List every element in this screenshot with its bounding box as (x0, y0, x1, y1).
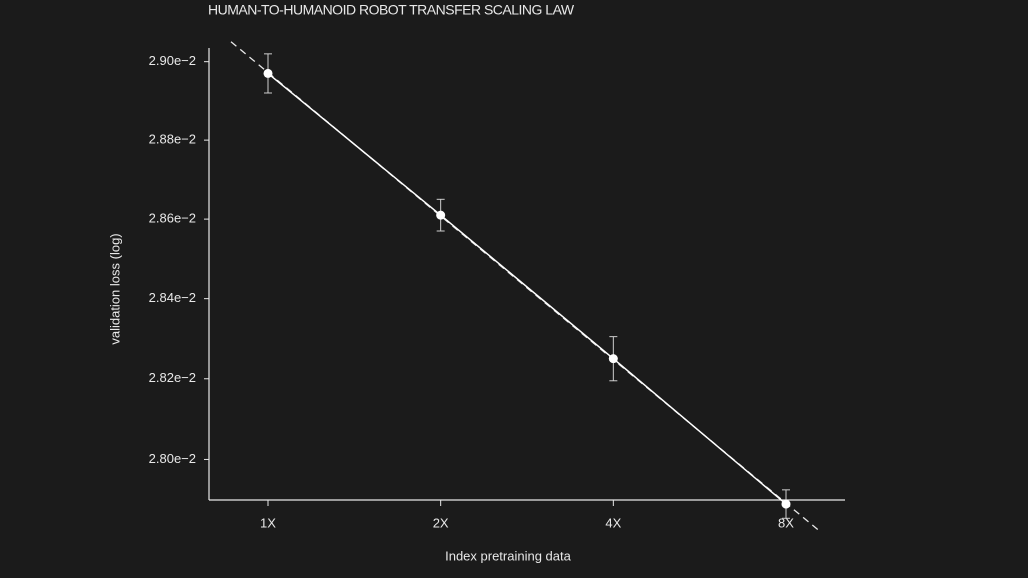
x-tick-label: 8X (778, 515, 794, 530)
chart-title: HUMAN-TO-HUMANOID ROBOT TRANSFER SCALING… (208, 2, 575, 18)
x-tick-label: 1X (260, 515, 276, 530)
y-tick-label: 2.90e−2 (149, 53, 196, 68)
x-axis-label: Index pretraining data (445, 548, 572, 563)
point (781, 499, 791, 509)
point (608, 354, 618, 364)
y-tick-label: 2.86e−2 (149, 211, 196, 226)
point (436, 210, 446, 220)
y-tick-label: 2.80e−2 (149, 451, 196, 466)
y-axis-label: validation loss (log) (107, 233, 122, 344)
y-tick-label: 2.88e−2 (149, 132, 196, 147)
point (263, 68, 273, 78)
y-tick-label: 2.84e−2 (149, 290, 196, 305)
line (267, 72, 787, 505)
x-tick-label: 2X (433, 515, 449, 530)
y-tick-label: 2.82e−2 (149, 370, 196, 385)
x-tick-label: 4X (605, 515, 621, 530)
